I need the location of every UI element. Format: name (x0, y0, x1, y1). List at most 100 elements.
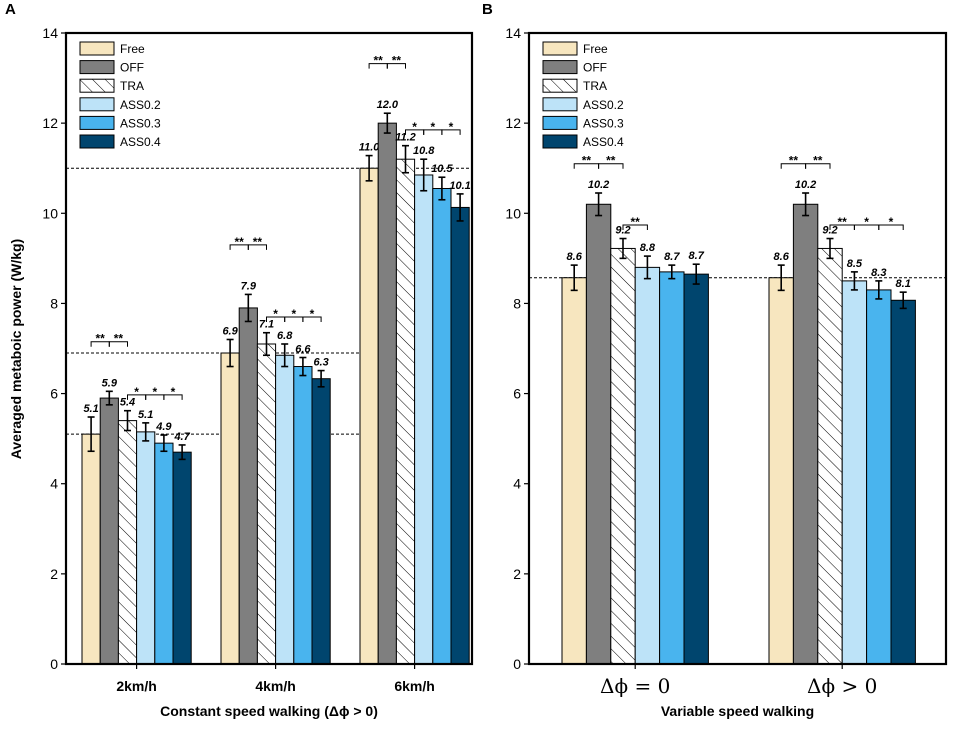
data-label: 11.0 (359, 142, 380, 154)
legend-label: ASS0.2 (120, 98, 161, 112)
data-label: 4.9 (155, 421, 172, 433)
y-tick-label: 2 (513, 566, 521, 582)
data-label: 4.7 (173, 431, 190, 443)
y-tick-label: 6 (50, 386, 58, 402)
bar-off-1 (792, 203, 819, 665)
y-tick-label: 10 (505, 205, 521, 221)
significance-label: * (134, 385, 139, 399)
significance-label: ** (582, 154, 592, 168)
bar-tra-0 (117, 420, 138, 665)
x-axis-title: Constant speed walking (Δϕ > 0) (160, 703, 378, 719)
x-tick-label: 2km/h (116, 678, 156, 694)
legend-label: TRA (583, 79, 607, 93)
significance-label: ** (235, 235, 245, 249)
significance-label: ** (813, 154, 823, 168)
bar-tra-2 (395, 158, 416, 665)
legend-swatch-ass02 (542, 97, 578, 112)
significance-bracket (622, 224, 648, 231)
significance-label: ** (96, 332, 106, 346)
significance-label: ** (631, 215, 641, 229)
legend-label: OFF (120, 61, 144, 75)
bar-tra-1 (256, 343, 277, 665)
bar-free-1 (220, 352, 240, 665)
legend-swatch-ass02 (79, 97, 115, 112)
significance-bracket (598, 163, 624, 169)
bar-ass04-0 (172, 451, 192, 665)
significance-bracket (386, 63, 406, 69)
bar-ass04-2 (450, 206, 470, 665)
significance-label: * (152, 385, 157, 399)
bar-ass03-0 (154, 442, 174, 665)
data-label: 6.8 (277, 330, 293, 342)
bar-ass04-1 (311, 378, 331, 665)
legend-label: ASS0.4 (583, 135, 624, 149)
legend-swatch-ass03 (79, 115, 115, 130)
x-tick-label: 6km/h (394, 678, 434, 694)
plot-frame (64, 31, 474, 666)
legend-swatch-ass04 (542, 134, 578, 149)
data-label: 5.4 (120, 397, 135, 409)
data-label: 8.7 (689, 250, 705, 262)
legend-label: TRA (120, 79, 144, 93)
significance-label: ** (374, 54, 384, 68)
data-label: 10.5 (431, 163, 453, 175)
significance-label: * (171, 385, 176, 399)
data-label: 9.2 (615, 225, 630, 237)
bar-ass02-1 (275, 354, 295, 665)
bar-free-2 (359, 167, 379, 665)
bar-ass04-1 (890, 299, 916, 665)
data-label: 12.0 (377, 99, 399, 111)
significance-bracket (108, 341, 128, 347)
y-tick-label: 12 (505, 115, 521, 131)
legend-label: Free (120, 42, 145, 56)
significance-bracket (163, 394, 183, 400)
data-label: 8.5 (847, 258, 863, 270)
data-label: 5.1 (138, 409, 153, 421)
y-tick-label: 4 (513, 476, 521, 492)
data-label: 5.1 (83, 403, 98, 415)
significance-label: * (449, 120, 454, 134)
data-label: 11.2 (395, 132, 416, 144)
significance-label: ** (253, 235, 263, 249)
data-label: 6.6 (295, 344, 311, 356)
bar-ass02-0 (136, 431, 156, 665)
bar-ass03-2 (432, 187, 452, 665)
x-tick-label: Δϕ = 0 (600, 674, 670, 698)
legend-label: ASS0.3 (583, 116, 624, 130)
significance-label: * (430, 120, 435, 134)
bar-ass02-1 (841, 280, 868, 665)
bar-off-0 (585, 203, 612, 665)
y-axis-title: Averaged metaboic power (W/kg) (8, 239, 24, 459)
data-label: 8.7 (664, 251, 680, 263)
bar-ass02-0 (634, 266, 661, 665)
y-tick-label: 8 (513, 295, 521, 311)
bar-free-0 (81, 433, 101, 665)
data-label: 7.1 (259, 319, 274, 331)
data-label: 5.9 (102, 377, 118, 389)
legend-swatch-off (542, 60, 578, 75)
bar-ass04-0 (683, 273, 709, 665)
data-label: 7.9 (241, 280, 257, 292)
y-tick-label: 2 (50, 566, 58, 582)
legend-swatch-tra (542, 78, 578, 93)
data-label: 8.1 (896, 278, 911, 290)
significance-bracket (247, 244, 267, 250)
legend-swatch-ass03 (542, 115, 578, 130)
plot-frame (527, 31, 948, 666)
bar-ass03-1 (866, 289, 892, 665)
significance-label: ** (789, 154, 799, 168)
data-label: 9.2 (822, 225, 837, 237)
significance-label: * (310, 307, 315, 321)
significance-bracket (441, 129, 461, 135)
x-axis-title: Variable speed walking (661, 703, 814, 719)
panel-a-chart: 024681012145.15.95.45.14.94.72km/h6.97.9… (42, 25, 474, 719)
legend-label: ASS0.4 (120, 135, 161, 149)
significance-label: * (889, 215, 894, 229)
significance-label: * (412, 120, 417, 134)
x-tick-label: Δϕ > 0 (807, 674, 877, 698)
y-tick-label: 12 (42, 115, 58, 131)
significance-label: ** (606, 154, 616, 168)
significance-label: ** (392, 54, 402, 68)
significance-label: ** (114, 332, 124, 346)
